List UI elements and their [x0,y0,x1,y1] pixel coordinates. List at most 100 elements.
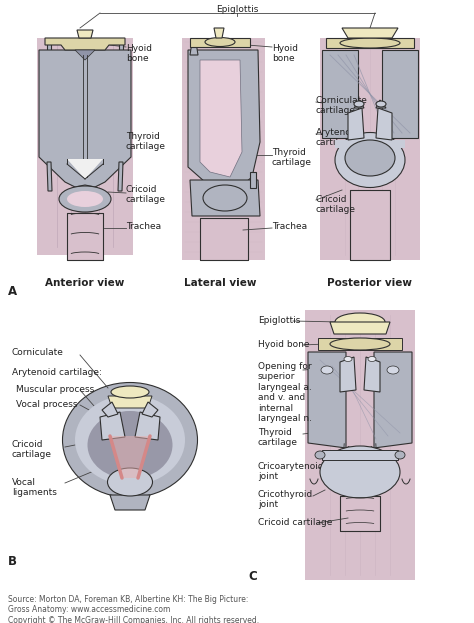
Text: B: B [8,555,17,568]
Text: Vocal process: Vocal process [16,400,78,409]
Polygon shape [77,30,93,38]
Polygon shape [110,495,150,510]
Text: Anterior view: Anterior view [46,278,125,288]
Polygon shape [102,402,118,417]
Text: Hyoid
bone: Hyoid bone [272,44,298,64]
Text: Vocal
ligaments: Vocal ligaments [12,478,57,497]
Polygon shape [108,396,152,408]
Text: Epiglottis: Epiglottis [258,316,301,325]
Polygon shape [322,450,398,460]
Polygon shape [190,180,260,216]
Text: Corniculate
cartilage: Corniculate cartilage [316,96,368,115]
Polygon shape [250,172,256,188]
Polygon shape [188,50,260,187]
Polygon shape [190,38,250,47]
Polygon shape [364,357,380,392]
Polygon shape [37,38,133,255]
Ellipse shape [335,133,405,188]
Polygon shape [119,42,123,60]
Polygon shape [348,108,364,140]
Ellipse shape [108,468,153,496]
Polygon shape [374,352,412,448]
Text: Cricoid cartilage: Cricoid cartilage [258,518,332,527]
Text: A: A [8,285,17,298]
Polygon shape [322,50,358,138]
Text: Trachea: Trachea [126,222,161,231]
Polygon shape [39,50,131,187]
Polygon shape [382,50,418,138]
Text: Thyroid
cartilage: Thyroid cartilage [258,428,298,447]
Polygon shape [75,50,95,60]
Polygon shape [320,38,420,260]
Polygon shape [100,412,125,440]
Polygon shape [67,213,103,260]
Text: Cricothyroid
joint: Cricothyroid joint [258,490,313,510]
Text: Posterior view: Posterior view [328,278,412,288]
Polygon shape [200,60,242,177]
Polygon shape [200,218,248,260]
Polygon shape [376,108,392,140]
Polygon shape [376,100,386,108]
Text: Cricoid
cartilage: Cricoid cartilage [126,185,166,204]
Polygon shape [214,28,224,38]
Ellipse shape [75,395,185,485]
Text: Arytenoid cartilage:: Arytenoid cartilage: [12,368,102,377]
Polygon shape [190,42,198,55]
Polygon shape [142,402,158,417]
Ellipse shape [111,386,149,398]
Text: Trachea: Trachea [272,222,307,231]
Polygon shape [45,38,125,50]
Polygon shape [340,357,356,392]
Text: Arytenoid
cartilage: Arytenoid cartilage [316,128,360,148]
Polygon shape [182,38,265,260]
Text: Hyoid bone: Hyoid bone [258,340,310,349]
Ellipse shape [330,338,390,350]
Ellipse shape [67,191,103,207]
Polygon shape [318,338,402,350]
Polygon shape [118,162,123,191]
Text: Cricoid
cartilage: Cricoid cartilage [316,195,356,214]
Ellipse shape [345,140,395,176]
Ellipse shape [320,446,400,498]
Text: Source: Morton DA, Foreman KB, Albertine KH: The Big Picture:
Gross Anatomy: www: Source: Morton DA, Foreman KB, Albertine… [8,595,259,623]
Text: Corniculate: Corniculate [12,348,64,357]
Ellipse shape [344,356,352,361]
Polygon shape [110,436,150,478]
Polygon shape [135,412,160,440]
Ellipse shape [203,185,247,211]
Text: Thyroid
cartilage: Thyroid cartilage [272,148,312,168]
Polygon shape [330,322,390,334]
Ellipse shape [340,38,400,48]
Polygon shape [47,162,52,191]
Polygon shape [335,140,405,148]
Text: Opening for
superior
laryngeal a.
and v. and
internal
laryngeal n.: Opening for superior laryngeal a. and v.… [258,362,312,423]
Polygon shape [342,28,398,38]
Text: Epiglottis: Epiglottis [216,5,258,14]
Ellipse shape [376,101,386,107]
Polygon shape [308,352,346,448]
Ellipse shape [395,451,405,459]
Ellipse shape [205,37,235,47]
Ellipse shape [354,101,364,107]
Polygon shape [47,42,51,60]
Polygon shape [354,100,364,108]
Ellipse shape [59,186,111,212]
Polygon shape [340,496,380,531]
Text: Cricoarytenoid
joint: Cricoarytenoid joint [258,462,325,482]
Text: Cricoid
cartilage: Cricoid cartilage [12,440,52,459]
Text: Hyoid
bone: Hyoid bone [126,44,152,64]
Ellipse shape [321,366,333,374]
Ellipse shape [387,366,399,374]
Text: C: C [248,570,257,583]
Polygon shape [67,159,103,179]
Text: Muscular process: Muscular process [16,385,94,394]
Ellipse shape [63,383,198,498]
Ellipse shape [335,313,385,331]
Text: Thyroid
cartilage: Thyroid cartilage [126,132,166,151]
Polygon shape [326,38,414,48]
Polygon shape [350,190,390,260]
Polygon shape [305,310,415,580]
Text: Lateral view: Lateral view [184,278,256,288]
Ellipse shape [88,411,173,479]
Ellipse shape [368,356,376,361]
